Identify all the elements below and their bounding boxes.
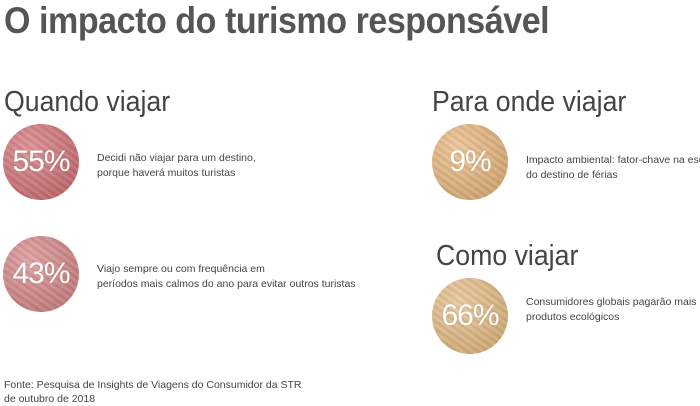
stat-circle-background: [432, 278, 508, 354]
stat-description-line: Impacto ambiental: fator-chave na escolh…: [526, 154, 700, 166]
stat-percentage: 9%: [449, 145, 491, 178]
stat-description-line: Decidi não viajar para um destino,: [97, 152, 256, 164]
section-heading-how: Como viajar: [436, 240, 579, 272]
page-title: O impacto do turismo responsável: [4, 0, 550, 41]
stat-description: Decidi não viajar para um destino, porqu…: [97, 151, 256, 181]
stat-description: Viajo sempre ou com frequência em períod…: [97, 262, 356, 292]
source-line: de outubro de 2018: [4, 393, 96, 405]
stat-description-line: Viajo sempre ou com frequência em: [97, 263, 265, 275]
stat-circle-43: 43%: [3, 236, 79, 312]
source-line: Fonte: Pesquisa de Insights de Viagens d…: [4, 379, 302, 391]
stat-percentage: 43%: [12, 257, 70, 290]
stat-circle-66: 66%: [432, 278, 508, 354]
stat-circle-background: [432, 124, 508, 200]
stat-circle-9: 9%: [432, 124, 508, 200]
section-heading-where: Para onde viajar: [432, 86, 627, 118]
stat-description-line: do destino de férias: [526, 169, 618, 181]
stat-percentage: 55%: [12, 145, 70, 178]
stat-description-line: produtos ecológicos: [526, 311, 620, 323]
stat-description-line: Consumidores globais pagarão mais por: [526, 296, 700, 308]
stat-description: Impacto ambiental: fator-chave na escolh…: [526, 153, 700, 183]
stat-description: Consumidores globais pagarão mais por pr…: [526, 295, 700, 325]
stat-description-line: porque haverá muitos turistas: [97, 167, 236, 179]
stat-circle-background: [3, 124, 79, 200]
section-heading-when: Quando viajar: [4, 86, 171, 118]
stat-description-line: períodos mais calmos do ano para evitar …: [97, 278, 356, 290]
source-note: Fonte: Pesquisa de Insights de Viagens d…: [4, 378, 301, 406]
stat-percentage: 66%: [441, 299, 499, 332]
stat-circle-55: 55%: [3, 124, 79, 200]
stat-circle-background: [3, 236, 79, 312]
